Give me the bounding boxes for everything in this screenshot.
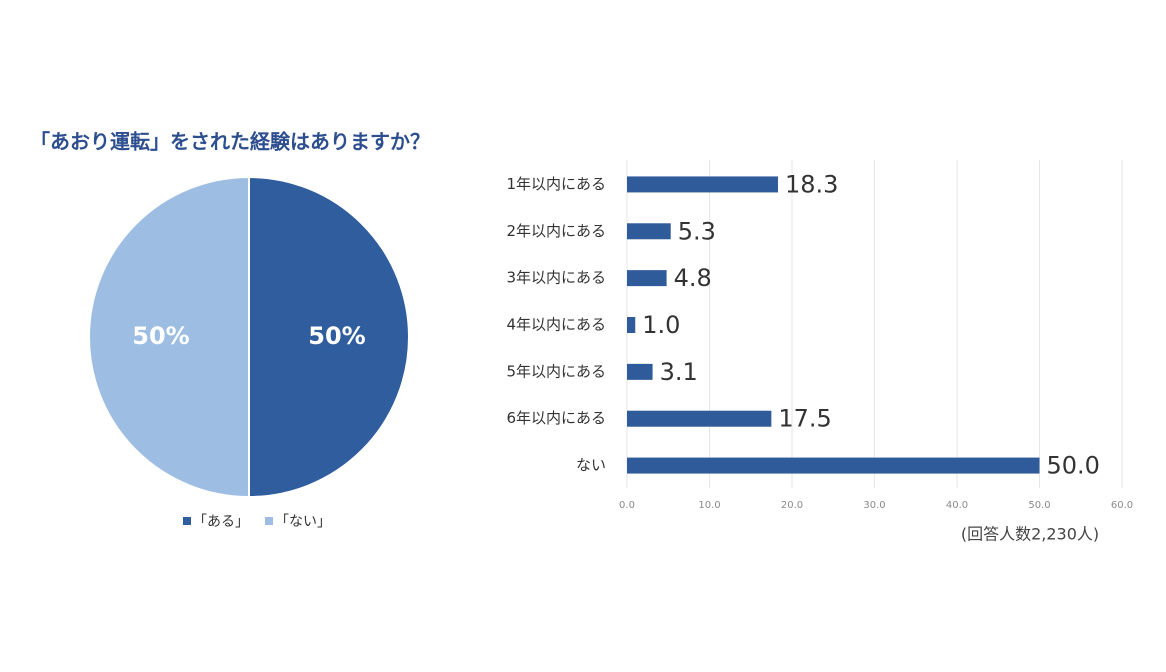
legend-swatch <box>183 517 191 525</box>
bar <box>627 176 778 193</box>
y-tick-label: 1年以内にある <box>506 175 606 193</box>
pie-slice <box>248 175 410 499</box>
data-label: 50% <box>132 322 189 350</box>
x-tick-label: 60.0 <box>1111 500 1133 511</box>
data-label: 17.5 <box>778 405 831 433</box>
data-label: 3.1 <box>660 358 698 386</box>
y-tick-label: 6年以内にある <box>506 409 606 427</box>
data-label: 1.0 <box>642 311 680 339</box>
data-label: 4.8 <box>674 264 712 292</box>
x-tick-label: 20.0 <box>781 500 803 511</box>
data-label: 18.3 <box>785 170 838 198</box>
bar <box>627 363 653 380</box>
bar <box>627 317 636 333</box>
bar <box>627 223 671 240</box>
legend-swatch <box>265 517 273 525</box>
x-tick-label: 30.0 <box>863 500 885 511</box>
annotation: (回答人数2,230人) <box>961 525 1099 544</box>
y-tick-label: 2年以内にある <box>506 222 606 240</box>
x-tick-label: 10.0 <box>698 500 720 511</box>
legend-label: 「ある」 <box>193 514 249 530</box>
data-label: 5.3 <box>678 217 716 245</box>
y-tick-label: 5年以内にある <box>506 362 606 380</box>
x-tick-label: 50.0 <box>1028 500 1050 511</box>
pie-slice <box>88 175 250 499</box>
x-tick-label: 40.0 <box>946 500 968 511</box>
chart-title: 「あおり運転」をされた経験はありますか？ <box>30 130 430 154</box>
data-label: 50% <box>308 322 365 350</box>
bar <box>627 270 667 287</box>
y-tick-label: ない <box>576 456 606 474</box>
data-label: 50.0 <box>1047 452 1100 480</box>
bar <box>627 457 1040 474</box>
legend-label: 「ない」 <box>275 514 331 530</box>
bar <box>627 410 772 427</box>
y-tick-label: 4年以内にある <box>506 316 606 334</box>
x-tick-label: 0.0 <box>619 500 635 511</box>
y-tick-label: 3年以内にある <box>506 269 606 287</box>
